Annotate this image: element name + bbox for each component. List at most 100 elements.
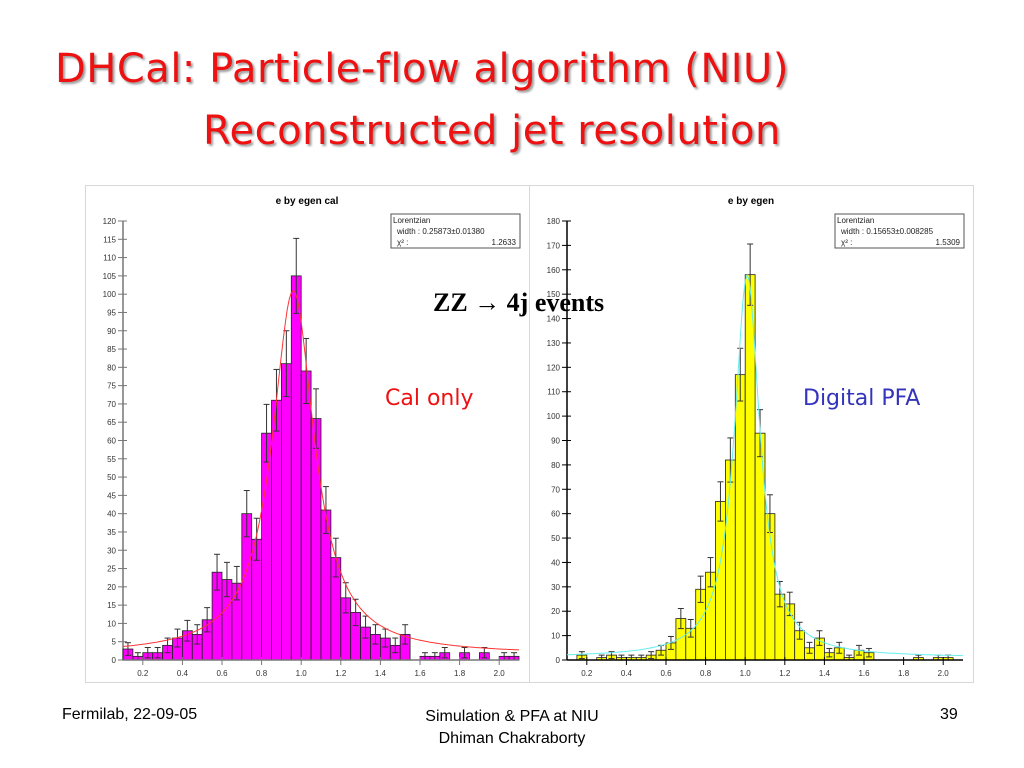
y-tick-label: 130 <box>547 339 561 348</box>
stats-width-label: width : 0.25873±0.01380 <box>396 227 485 236</box>
chart-title: e by egen cal <box>276 196 339 207</box>
x-tick-label: 0.4 <box>177 669 189 678</box>
y-tick-label: 60 <box>107 437 116 446</box>
y-tick-label: 30 <box>107 546 116 555</box>
stats-box <box>390 213 521 249</box>
y-tick-label: 110 <box>103 254 116 263</box>
y-tick-label: 85 <box>107 345 116 354</box>
y-tick-label: 100 <box>547 412 561 421</box>
y-tick-label: 115 <box>103 235 116 244</box>
histogram-panel-digital-pfa: e by egen 0 10 20 30 40 50 60 70 80 90 100 110 120 130… <box>529 185 974 683</box>
x-tick-label: 0.2 <box>581 669 593 678</box>
y-tick-label: 80 <box>551 461 560 470</box>
x-tick-label: 2.0 <box>494 669 506 678</box>
histogram-bar <box>754 432 766 661</box>
footer-center: Simulation & PFA at NIU Dhiman Chakrabor… <box>372 706 652 750</box>
y-tick-label: 90 <box>551 437 560 446</box>
y-tick-label: 180 <box>547 217 561 226</box>
footer-date: Fermilab, 22-09-05 <box>62 706 198 723</box>
histogram-bar <box>280 363 292 661</box>
y-tick-label: 50 <box>107 473 116 482</box>
y-tick-label: 120 <box>103 217 117 226</box>
histogram-bar <box>734 374 746 661</box>
y-tick-label: 150 <box>547 290 561 299</box>
y-tick-label: 90 <box>107 327 116 336</box>
y-tick-label: 45 <box>107 491 116 500</box>
stats-chi2-label: χ² : <box>841 238 852 247</box>
y-tick-label: 140 <box>547 315 561 324</box>
y-tick-label: 100 <box>103 290 117 299</box>
x-tick-label: 0.6 <box>216 669 228 678</box>
stats-chi2-label: χ² : <box>397 238 408 247</box>
slide-title-line1: DHCal: Particle-flow algorithm (NIU) <box>55 46 789 92</box>
y-tick-label: 0 <box>556 656 561 665</box>
x-tick-label: 1.2 <box>779 669 791 678</box>
y-tick-label: 15 <box>107 601 116 610</box>
y-tick-label: 80 <box>107 363 116 372</box>
digital-pfa-label: Digital PFA <box>803 386 921 411</box>
x-tick-label: 0.2 <box>137 669 149 678</box>
y-tick-label: 105 <box>103 272 117 281</box>
y-tick-label: 75 <box>107 382 116 391</box>
x-tick-label: 1.4 <box>819 669 831 678</box>
y-tick-label: 10 <box>107 619 116 628</box>
x-tick-label: 1.8 <box>454 669 466 678</box>
y-tick-label: 70 <box>107 400 116 409</box>
x-tick-label: 2.0 <box>938 669 950 678</box>
slide-title-line2: Reconstructed jet resolution <box>203 108 781 154</box>
histogram-bar <box>300 370 312 661</box>
y-tick-label: 110 <box>547 388 560 397</box>
y-tick-label: 10 <box>551 632 560 641</box>
y-tick-label: 160 <box>547 266 561 275</box>
y-tick-label: 120 <box>547 363 561 372</box>
histogram-cal-only: e by egen cal 0 5 10 15 20 25 30 35 40 45 50 55 60 65 7… <box>103 196 521 678</box>
stats-chi2-value: 1.2633 <box>492 238 517 247</box>
histogram-bar <box>261 432 272 661</box>
x-tick-label: 1.0 <box>296 669 308 678</box>
histogram-digital-pfa: e by egen 0 10 20 30 40 50 60 70 80 90 100 110 120 130… <box>547 196 965 678</box>
y-tick-label: 30 <box>551 583 560 592</box>
footer-page-number: 39 <box>940 706 958 723</box>
y-tick-label: 20 <box>551 607 560 616</box>
y-tick-label: 5 <box>112 638 117 647</box>
x-tick-label: 0.8 <box>700 669 712 678</box>
footer-author: Dhiman Chakraborty <box>438 730 586 747</box>
y-tick-label: 95 <box>107 308 116 317</box>
histogram-panel-cal-only: e by egen cal 0 5 10 15 20 25 30 35 40 45 50 55 60 65 7… <box>85 185 530 683</box>
histogram-bar <box>271 399 282 661</box>
x-tick-label: 0.4 <box>621 669 633 678</box>
x-tick-label: 1.6 <box>858 669 870 678</box>
y-tick-label: 40 <box>107 510 116 519</box>
histogram-bar <box>715 501 726 661</box>
footer-talk-title: Simulation & PFA at NIU <box>425 708 599 725</box>
y-tick-label: 50 <box>551 534 560 543</box>
y-tick-label: 20 <box>107 583 116 592</box>
y-tick-label: 65 <box>107 418 116 427</box>
x-tick-label: 0.6 <box>660 669 672 678</box>
stats-chi2-value: 1.5309 <box>936 238 961 247</box>
chart-title: e by egen <box>728 196 774 207</box>
histogram-bar <box>290 275 302 661</box>
y-tick-label: 25 <box>107 565 116 574</box>
y-tick-label: 70 <box>551 485 560 494</box>
x-tick-label: 1.4 <box>375 669 387 678</box>
stats-box-title: Lorentzian <box>393 216 430 225</box>
histogram-bar <box>724 459 736 661</box>
lorentzian-fit-curve <box>567 273 963 657</box>
x-tick-label: 1.2 <box>335 669 347 678</box>
y-tick-label: 60 <box>551 510 560 519</box>
lorentzian-fit-curve <box>122 289 520 651</box>
y-tick-label: 170 <box>547 241 561 250</box>
stats-box <box>834 213 965 249</box>
x-tick-label: 1.0 <box>740 669 752 678</box>
stats-width-label: width : 0.15653±0.008285 <box>840 227 934 236</box>
y-tick-label: 0 <box>112 656 117 665</box>
cal-only-label: Cal only <box>385 386 474 411</box>
y-tick-label: 55 <box>107 455 116 464</box>
process-label: ZZ → 4j events <box>433 288 605 317</box>
x-tick-label: 1.8 <box>898 669 910 678</box>
x-tick-label: 0.8 <box>256 669 268 678</box>
x-tick-label: 1.6 <box>414 669 426 678</box>
y-tick-label: 35 <box>107 528 116 537</box>
y-tick-label: 40 <box>551 558 560 567</box>
